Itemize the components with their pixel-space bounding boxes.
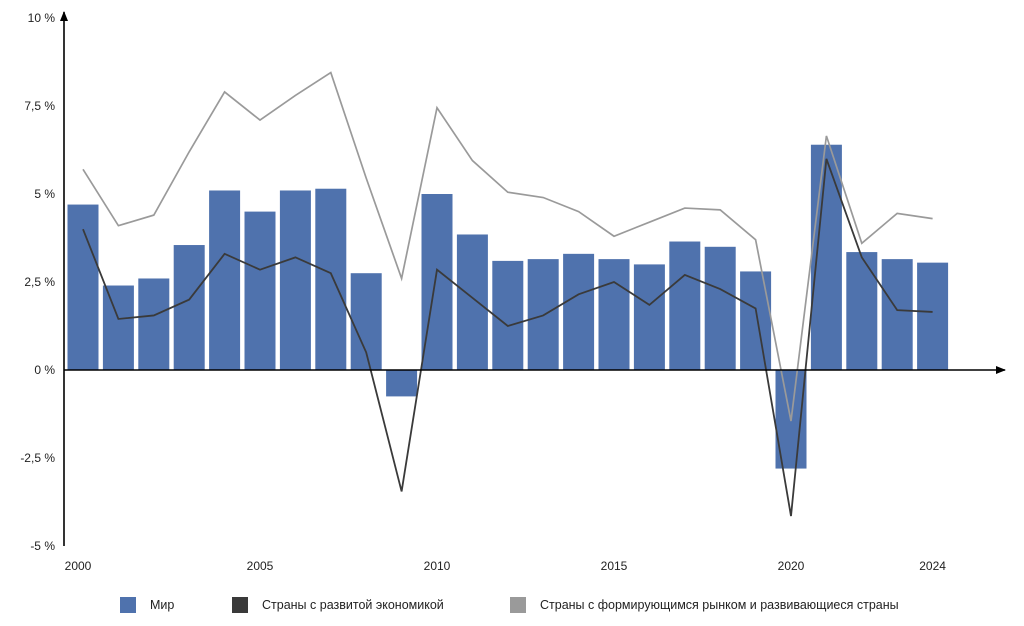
bar-world-2019	[740, 271, 772, 370]
bar-world-2012	[492, 260, 524, 370]
bar-world-2015	[598, 259, 630, 370]
y-tick-label: 5 %	[34, 187, 55, 201]
bar-world-2011	[456, 234, 488, 370]
y-tick-label: 7,5 %	[24, 99, 55, 113]
x-tick-label: 2024	[919, 559, 946, 573]
bar-world-2004	[209, 190, 241, 370]
legend-swatch-world	[120, 597, 136, 613]
bar-world-2006	[279, 190, 311, 370]
line-advanced-economies	[82, 158, 933, 517]
line-emerging-economies	[82, 71, 933, 422]
bar-world-2003	[173, 245, 205, 370]
y-tick-labels: -5 % -2,5 % 0 % 2,5 % 5 % 7,5 % 10 %	[20, 11, 55, 553]
bar-world-2000	[67, 204, 99, 370]
bar-world-2018	[704, 246, 736, 370]
y-tick-label: 0 %	[34, 363, 55, 377]
bar-world-2021	[810, 144, 842, 370]
legend-swatch-advanced	[232, 597, 248, 613]
y-tick-label: 10 %	[28, 11, 56, 25]
x-tick-labels: 2000 2005 2010 2015 2020 2024	[65, 559, 947, 573]
legend-item-world: Мир	[120, 594, 174, 616]
y-tick-label: 2,5 %	[24, 275, 55, 289]
bar-world-2010	[421, 194, 453, 370]
legend-label-advanced: Страны с развитой экономикой	[262, 598, 444, 612]
lines-group	[82, 71, 933, 517]
legend-label-emerging: Страны с формирующимся рынком и развиваю…	[540, 598, 899, 612]
bar-world-2002	[138, 278, 170, 370]
bar-world-2017	[669, 241, 701, 370]
bar-world-2022	[846, 252, 878, 370]
x-tick-label: 2020	[778, 559, 805, 573]
axes-group	[60, 11, 1006, 546]
bar-world-2024	[917, 262, 949, 370]
legend-item-emerging: Страны с формирующимся рынком и развиваю…	[510, 594, 899, 616]
bar-world-2009	[386, 370, 418, 397]
y-tick-label: -2,5 %	[20, 451, 55, 465]
bar-world-2001	[102, 285, 134, 370]
bar-world-2005	[244, 211, 276, 370]
bar-world-2023	[881, 259, 913, 370]
x-tick-label: 2000	[65, 559, 92, 573]
x-tick-label: 2015	[601, 559, 628, 573]
x-tick-label: 2005	[247, 559, 274, 573]
bars-group	[67, 144, 949, 469]
y-tick-label: -5 %	[30, 539, 55, 553]
bar-world-2007	[315, 188, 347, 370]
bar-world-2014	[563, 253, 595, 370]
x-tick-label: 2010	[424, 559, 451, 573]
legend-swatch-emerging	[510, 597, 526, 613]
legend-item-advanced: Страны с развитой экономикой	[232, 594, 444, 616]
legend-label-world: Мир	[150, 598, 175, 612]
bar-world-2016	[633, 264, 665, 370]
legend: Мир Страны с развитой экономикой Страны …	[0, 594, 1024, 616]
